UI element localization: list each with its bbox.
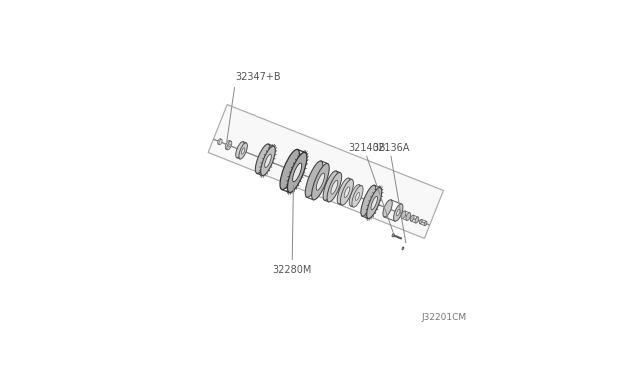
Ellipse shape xyxy=(255,144,270,173)
Ellipse shape xyxy=(394,204,403,221)
Ellipse shape xyxy=(219,139,222,145)
Ellipse shape xyxy=(340,179,353,205)
Ellipse shape xyxy=(352,186,363,207)
Ellipse shape xyxy=(402,247,404,250)
Ellipse shape xyxy=(410,215,414,221)
Ellipse shape xyxy=(239,143,248,159)
Ellipse shape xyxy=(305,161,323,198)
Ellipse shape xyxy=(367,187,381,219)
Text: 32347+B: 32347+B xyxy=(235,72,280,82)
Ellipse shape xyxy=(236,142,244,158)
Ellipse shape xyxy=(383,200,392,217)
Ellipse shape xyxy=(415,217,419,223)
Text: 32280M: 32280M xyxy=(273,265,312,275)
Ellipse shape xyxy=(327,173,342,202)
Ellipse shape xyxy=(280,150,300,190)
Ellipse shape xyxy=(406,213,411,220)
Ellipse shape xyxy=(312,163,329,200)
Ellipse shape xyxy=(228,144,230,147)
Ellipse shape xyxy=(287,153,307,193)
Ellipse shape xyxy=(392,234,394,237)
Ellipse shape xyxy=(218,139,221,144)
Ellipse shape xyxy=(419,219,422,224)
Text: 32140B: 32140B xyxy=(348,144,385,154)
Ellipse shape xyxy=(401,211,406,218)
Ellipse shape xyxy=(349,185,360,206)
Ellipse shape xyxy=(227,141,232,150)
Ellipse shape xyxy=(361,185,376,216)
Ellipse shape xyxy=(371,196,378,210)
Ellipse shape xyxy=(397,209,400,216)
Text: J32201CM: J32201CM xyxy=(422,314,467,323)
Ellipse shape xyxy=(424,221,427,226)
Ellipse shape xyxy=(265,154,271,167)
Polygon shape xyxy=(208,105,444,238)
Ellipse shape xyxy=(344,187,349,198)
Ellipse shape xyxy=(292,163,301,182)
Ellipse shape xyxy=(225,141,230,149)
Ellipse shape xyxy=(316,173,324,190)
Ellipse shape xyxy=(337,178,350,204)
Ellipse shape xyxy=(241,148,245,154)
Ellipse shape xyxy=(260,146,275,176)
Ellipse shape xyxy=(331,180,338,194)
Text: 32136A: 32136A xyxy=(372,144,410,154)
Ellipse shape xyxy=(323,171,338,201)
Ellipse shape xyxy=(355,192,360,201)
